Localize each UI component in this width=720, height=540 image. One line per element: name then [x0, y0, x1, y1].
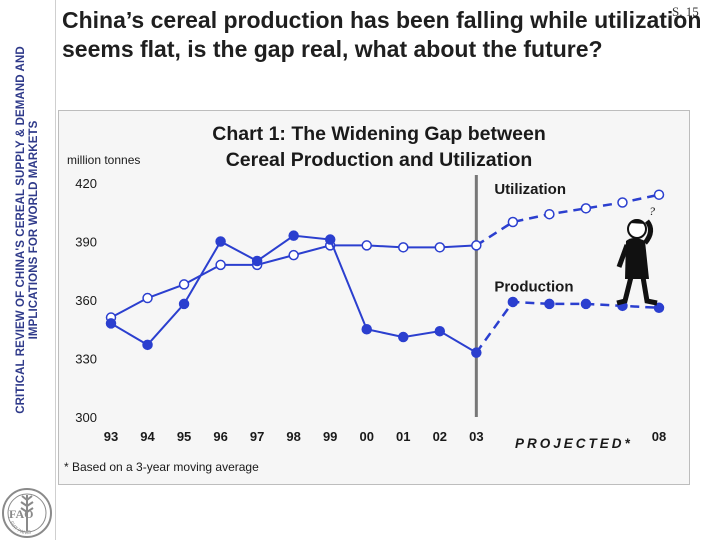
data-point-utilization: [580, 203, 592, 214]
projected-label: PROJECTED*: [515, 436, 633, 451]
x-tick-label: 02: [433, 429, 447, 444]
chart-footnote: * Based on a 3-year moving average: [64, 460, 259, 474]
y-tick-label: 300: [75, 410, 97, 425]
legend-production: Production: [494, 278, 573, 295]
x-tick-label: 99: [323, 429, 337, 444]
x-tick-label: 97: [250, 429, 264, 444]
sidebar-caption-line2: IMPLICATIONS FOR WORLD MARKETS: [28, 120, 40, 340]
logo-letter-f: FAO: [9, 507, 33, 521]
x-tick-label: 00: [359, 429, 373, 444]
data-point-production: [544, 298, 555, 310]
data-point-utilization: [434, 242, 446, 253]
svg-text:FIAT PANIS: FIAT PANIS: [8, 520, 32, 536]
legend-utilization: Utilization: [494, 181, 566, 198]
data-point-production: [324, 234, 336, 245]
sidebar-caption: CRITICAL REVIEW OF CHINA'S CEREAL SUPPLY…: [15, 0, 41, 465]
data-point-utilization: [398, 242, 409, 253]
series-projection-utilization: [475, 193, 660, 247]
line-chart: 420 390 360 330 300 93 94 95 96 97 98 99 00 01 02 03 08 P…: [75, 175, 666, 451]
data-point-production: [178, 298, 190, 310]
data-point-utilization: [617, 197, 628, 208]
data-point-utilization: [653, 189, 665, 200]
slide-number: S. 15: [672, 4, 699, 19]
chart-title-line2: Cereal Production and Utilization: [225, 149, 533, 171]
series-projection-production: [475, 300, 660, 354]
data-point-utilization: [142, 292, 153, 304]
y-tick-label: 390: [75, 235, 97, 250]
y-tick-label: 420: [75, 176, 97, 191]
x-tick-label: 08: [652, 429, 666, 444]
confused-figure-illustration: [616, 219, 658, 306]
x-tick-label: 94: [140, 429, 155, 444]
data-point-utilization: [544, 208, 555, 220]
x-tick-label: 95: [177, 429, 191, 444]
data-point-production: [507, 296, 519, 308]
y-tick-label: 330: [75, 352, 97, 367]
question-mark: ?: [649, 204, 655, 218]
data-point-production: [361, 324, 372, 335]
chart-title: Chart 1: The Widening Gap between Cereal…: [169, 121, 589, 173]
data-point-production: [653, 302, 665, 314]
sidebar: CRITICAL REVIEW OF CHINA'S CEREAL SUPPLY…: [0, 0, 56, 540]
sidebar-caption-line1: CRITICAL REVIEW OF CHINA'S CEREAL SUPPLY…: [15, 46, 27, 414]
data-point-production: [142, 339, 153, 351]
data-point-production: [398, 331, 409, 343]
data-point-utilization: [215, 259, 226, 271]
slide-title: China’s cereal production has been falli…: [62, 7, 702, 62]
data-point-production: [215, 236, 226, 247]
x-tick-label: 03: [469, 429, 483, 444]
y-tick-label: 360: [75, 293, 97, 308]
data-point-utilization: [471, 240, 482, 251]
data-point-production: [251, 255, 263, 267]
chart-title-line1: Chart 1: The Widening Gap between: [212, 123, 546, 145]
chart-panel: 420 390 360 330 300 93 94 95 96 97 98 99 00 01 02 03 08 P…: [58, 110, 690, 485]
x-tick-label: 93: [104, 429, 118, 444]
data-point-production: [105, 318, 117, 329]
x-tick-label: 96: [213, 429, 227, 444]
fao-logo: FAO FIAT PANIS: [2, 488, 52, 538]
logo-motto: FIAT PANIS: [8, 520, 32, 536]
data-point-utilization: [178, 279, 190, 290]
data-point-production: [288, 230, 299, 241]
x-tick-label: 98: [286, 429, 300, 444]
data-point-utilization: [507, 216, 519, 228]
data-point-production: [580, 298, 592, 310]
data-point-utilization: [288, 249, 299, 261]
x-tick-label: 01: [396, 429, 410, 444]
data-point-production: [434, 325, 446, 337]
data-point-production: [471, 347, 482, 358]
data-point-utilization: [361, 240, 372, 251]
y-axis-label: million tonnes: [67, 153, 141, 167]
